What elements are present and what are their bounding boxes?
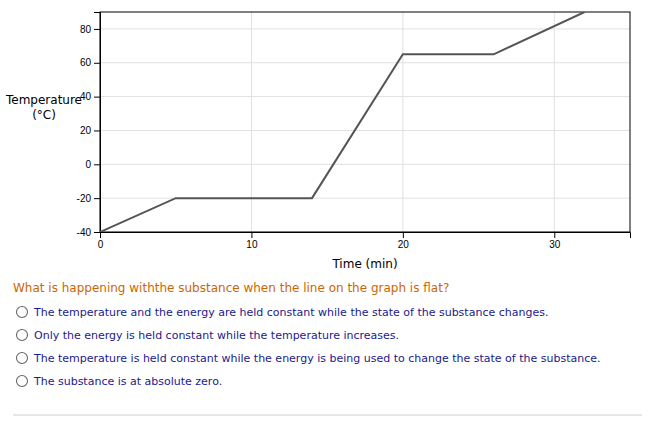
tick-mark	[251, 232, 252, 238]
option: The temperature and the energy are held …	[33, 306, 548, 319]
x-axis: 0 10 20 30	[98, 232, 631, 250]
y-tick: 60	[80, 57, 100, 68]
tick-label: -40	[77, 227, 92, 238]
tick-mark	[94, 29, 100, 30]
plot: 0 10 20 30 -40 -20 0 20 40 60 80	[77, 12, 631, 250]
question: What is happening with​the substance whe…	[13, 281, 449, 295]
tick-mark	[403, 232, 404, 238]
axis-line	[94, 13, 101, 233]
y-tick: -20	[77, 193, 100, 204]
tick-label: 60	[80, 57, 92, 68]
tick-mark	[94, 130, 100, 131]
marks	[100, 12, 585, 232]
tick-label: 10	[246, 239, 258, 250]
y-tick: 80	[80, 24, 100, 35]
grid-line	[100, 62, 630, 63]
grid-line	[100, 96, 630, 97]
tick-label: -20	[77, 193, 92, 204]
tick-label: 30	[549, 239, 561, 250]
x-tick: 20	[398, 232, 410, 250]
tick-mark	[94, 198, 100, 199]
tick-mark	[94, 97, 100, 98]
x-axis-title: Time (min)	[331, 257, 397, 271]
option: Only the energy is held constant while t…	[34, 329, 399, 342]
radio-button	[17, 330, 28, 341]
y-axis-title: Temperature(°C)	[5, 93, 82, 122]
x-tick: 30	[549, 232, 561, 250]
y-tick: -40	[77, 227, 100, 238]
separator	[13, 415, 642, 416]
tick-label: 0	[98, 239, 104, 250]
option: The temperature is held constant while t…	[33, 352, 601, 365]
axis-line	[101, 233, 631, 239]
x-tick: 10	[246, 232, 258, 250]
radio-button	[17, 376, 28, 387]
option: The substance is at absolute zero.	[33, 375, 222, 388]
tick-label: 0	[85, 159, 91, 170]
y-tick: 20	[80, 125, 100, 136]
tick-mark	[554, 232, 555, 238]
grid-line	[554, 12, 555, 232]
y-tick: 0	[85, 159, 100, 170]
tick-mark	[94, 63, 100, 64]
tick-mark	[94, 164, 100, 165]
grid	[100, 12, 630, 232]
radio-button	[17, 307, 28, 318]
tick-label: 80	[80, 24, 92, 35]
x-tick: 0	[98, 232, 104, 250]
tick-label: 20	[80, 125, 92, 136]
plot-frame	[100, 12, 630, 232]
y-tick: 40	[80, 91, 100, 102]
y-axis: -40 -20 0 20 40 60 80	[77, 13, 101, 238]
grid-line	[100, 130, 630, 131]
tick-label: 20	[398, 239, 410, 250]
grid-line	[100, 164, 630, 165]
radio-button	[17, 353, 28, 364]
tick-mark	[94, 232, 100, 233]
chart: 0 10 20 30 -40 -20 0 20 40 60 80 Time (min) Temperat…	[0, 0, 655, 423]
data-line	[100, 12, 585, 232]
grid-line	[402, 12, 403, 232]
